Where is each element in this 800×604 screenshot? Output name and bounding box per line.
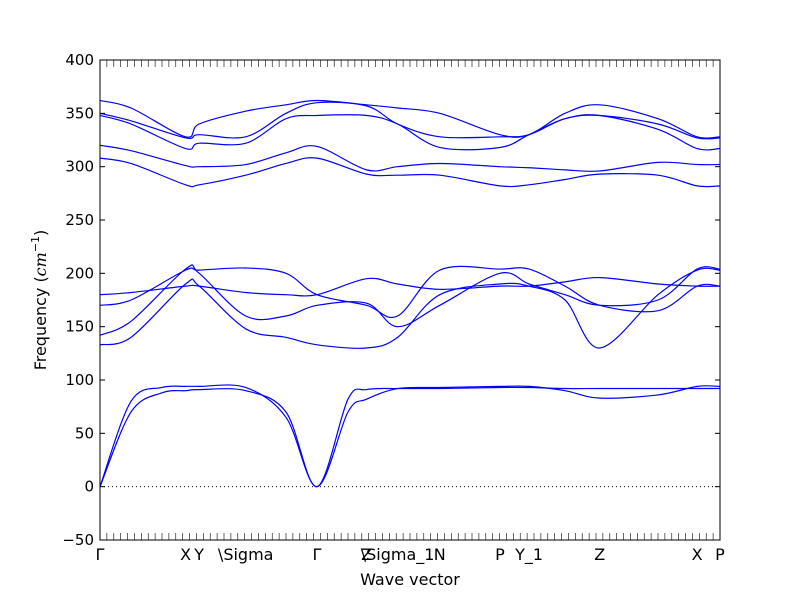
x-tick-label: P <box>715 545 725 564</box>
y-tick-label: 350 <box>65 104 94 122</box>
y-tick-label: 0 <box>84 478 94 496</box>
band-line-4 <box>99 264 721 336</box>
y-axis-label-exp: −1 <box>29 236 42 252</box>
band-line-7 <box>99 157 721 188</box>
y-axis-label-main: Frequency ( <box>31 276 50 370</box>
y-axis-label-unit: cm <box>31 252 50 276</box>
band-line-2 <box>99 386 720 488</box>
y-tick-label: 150 <box>65 318 94 336</box>
y-tick-label: 50 <box>75 424 94 442</box>
x-tick-label: P <box>495 545 505 564</box>
y-tick-label: 250 <box>65 211 94 229</box>
x-tick-label: Γ <box>96 545 105 564</box>
x-tick-label: N <box>434 545 446 564</box>
x-tick-label: Y <box>193 545 204 564</box>
band-line-8 <box>99 144 721 172</box>
x-tick-label: X <box>692 545 703 564</box>
x-tick-label: Y_1 <box>514 545 543 565</box>
band-line-10 <box>99 101 721 140</box>
series-layer <box>99 99 721 488</box>
y-tick-label: 400 <box>65 51 94 69</box>
band-line-3 <box>99 267 721 349</box>
x-tick-label: Γ <box>313 545 322 564</box>
y-tick-label: 200 <box>65 264 94 282</box>
y-tick-label: 300 <box>65 158 94 176</box>
y-tick-label: −50 <box>62 531 94 549</box>
x-tick-label: X <box>180 545 191 564</box>
y-axis-label: Frequency (cm−1) <box>29 230 50 371</box>
x-tick-label: \Sigma <box>218 545 274 564</box>
band-line-5 <box>99 265 721 318</box>
x-tick-label: Z <box>594 545 605 564</box>
x-axis-label: Wave vector <box>360 570 460 589</box>
band-line-1 <box>99 384 721 488</box>
plot-frame <box>99 59 721 541</box>
band-line-6 <box>99 276 721 297</box>
x-tick-label: Z <box>361 545 372 564</box>
y-axis-label-close: ) <box>31 230 50 236</box>
y-tick-label: 100 <box>65 371 94 389</box>
band-line-11 <box>99 99 721 139</box>
x-tick-label: \Sigma_1 <box>361 545 435 565</box>
